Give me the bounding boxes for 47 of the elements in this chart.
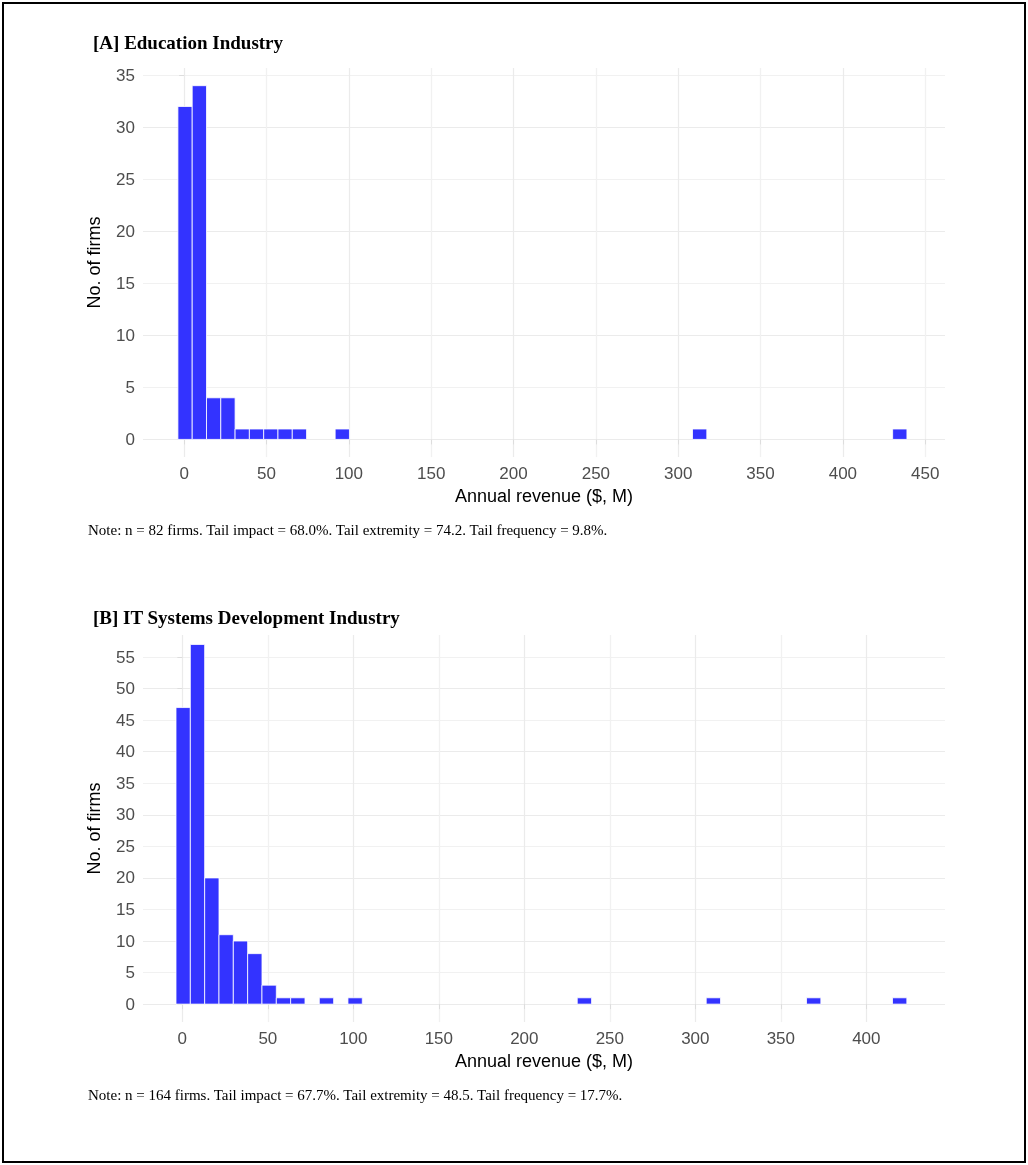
x-tick-label: 250: [595, 1029, 625, 1049]
x-tick-label: 0: [179, 464, 189, 484]
y-tick-label: 45: [116, 710, 135, 730]
x-tick-label: 200: [499, 464, 528, 484]
x-tick-label: 450: [911, 464, 940, 484]
x-tick-label: 100: [339, 1029, 368, 1049]
x-tick-label: 300: [664, 464, 693, 484]
x-tick-label: 50: [258, 1029, 278, 1049]
y-axis-title: No. of firms: [84, 782, 104, 875]
y-tick-label: 30: [116, 805, 135, 825]
y-tick-label: 5: [125, 963, 135, 983]
y-tick-label: 15: [116, 899, 135, 919]
chart-title: [B] IT Systems Development Industry: [93, 607, 401, 628]
x-tick-label: 50: [257, 464, 276, 484]
x-tick-label: 300: [681, 1029, 710, 1049]
y-tick-label: 20: [116, 221, 135, 241]
x-tick-label: 350: [746, 464, 775, 484]
x-tick-label: 400: [852, 1029, 881, 1049]
y-tick-label: 5: [125, 377, 135, 397]
x-tick-label: 350: [766, 1029, 796, 1049]
y-tick-label: 25: [116, 169, 135, 189]
y-tick-label: 50: [116, 679, 135, 699]
chart-title: [A] Education Industry: [93, 32, 284, 53]
y-tick-label: 0: [125, 429, 135, 449]
y-tick-label: 10: [116, 325, 135, 345]
y-tick-label: 20: [116, 868, 135, 888]
x-tick-label: 250: [581, 464, 611, 484]
x-tick-label: 200: [510, 1029, 539, 1049]
x-tick-label: 0: [177, 1029, 188, 1049]
y-tick-label: 10: [116, 931, 135, 951]
x-axis-title: Annual revenue ($, M): [454, 1051, 634, 1071]
y-axis-title: No. of firms: [84, 216, 104, 309]
x-tick-label: 100: [334, 464, 364, 484]
text: Note: n = 164 firms. Tail impact = 67.7%. Tail extremity = 48.5. Tail frequency = 17.7%.: [88, 1087, 623, 1104]
y-tick-label: 35: [116, 65, 135, 85]
x-axis-title: Annual revenue ($, M): [454, 486, 634, 506]
y-tick-label: 30: [116, 117, 135, 137]
y-tick-label: 0: [125, 994, 135, 1014]
y-tick-label: 25: [116, 836, 135, 856]
y-tick-label: 15: [116, 273, 135, 293]
x-tick-label: 150: [424, 1029, 454, 1049]
y-tick-label: 40: [116, 742, 135, 762]
x-tick-label: 400: [828, 464, 858, 484]
y-tick-label: 35: [116, 773, 135, 793]
text: Note: n = 82 firms. Tail impact = 68.0%. Tail extremity = 74.2. Tail frequency = 9.8%.: [88, 522, 608, 539]
y-tick-label: 55: [116, 647, 135, 667]
x-tick-label: 150: [417, 464, 446, 484]
